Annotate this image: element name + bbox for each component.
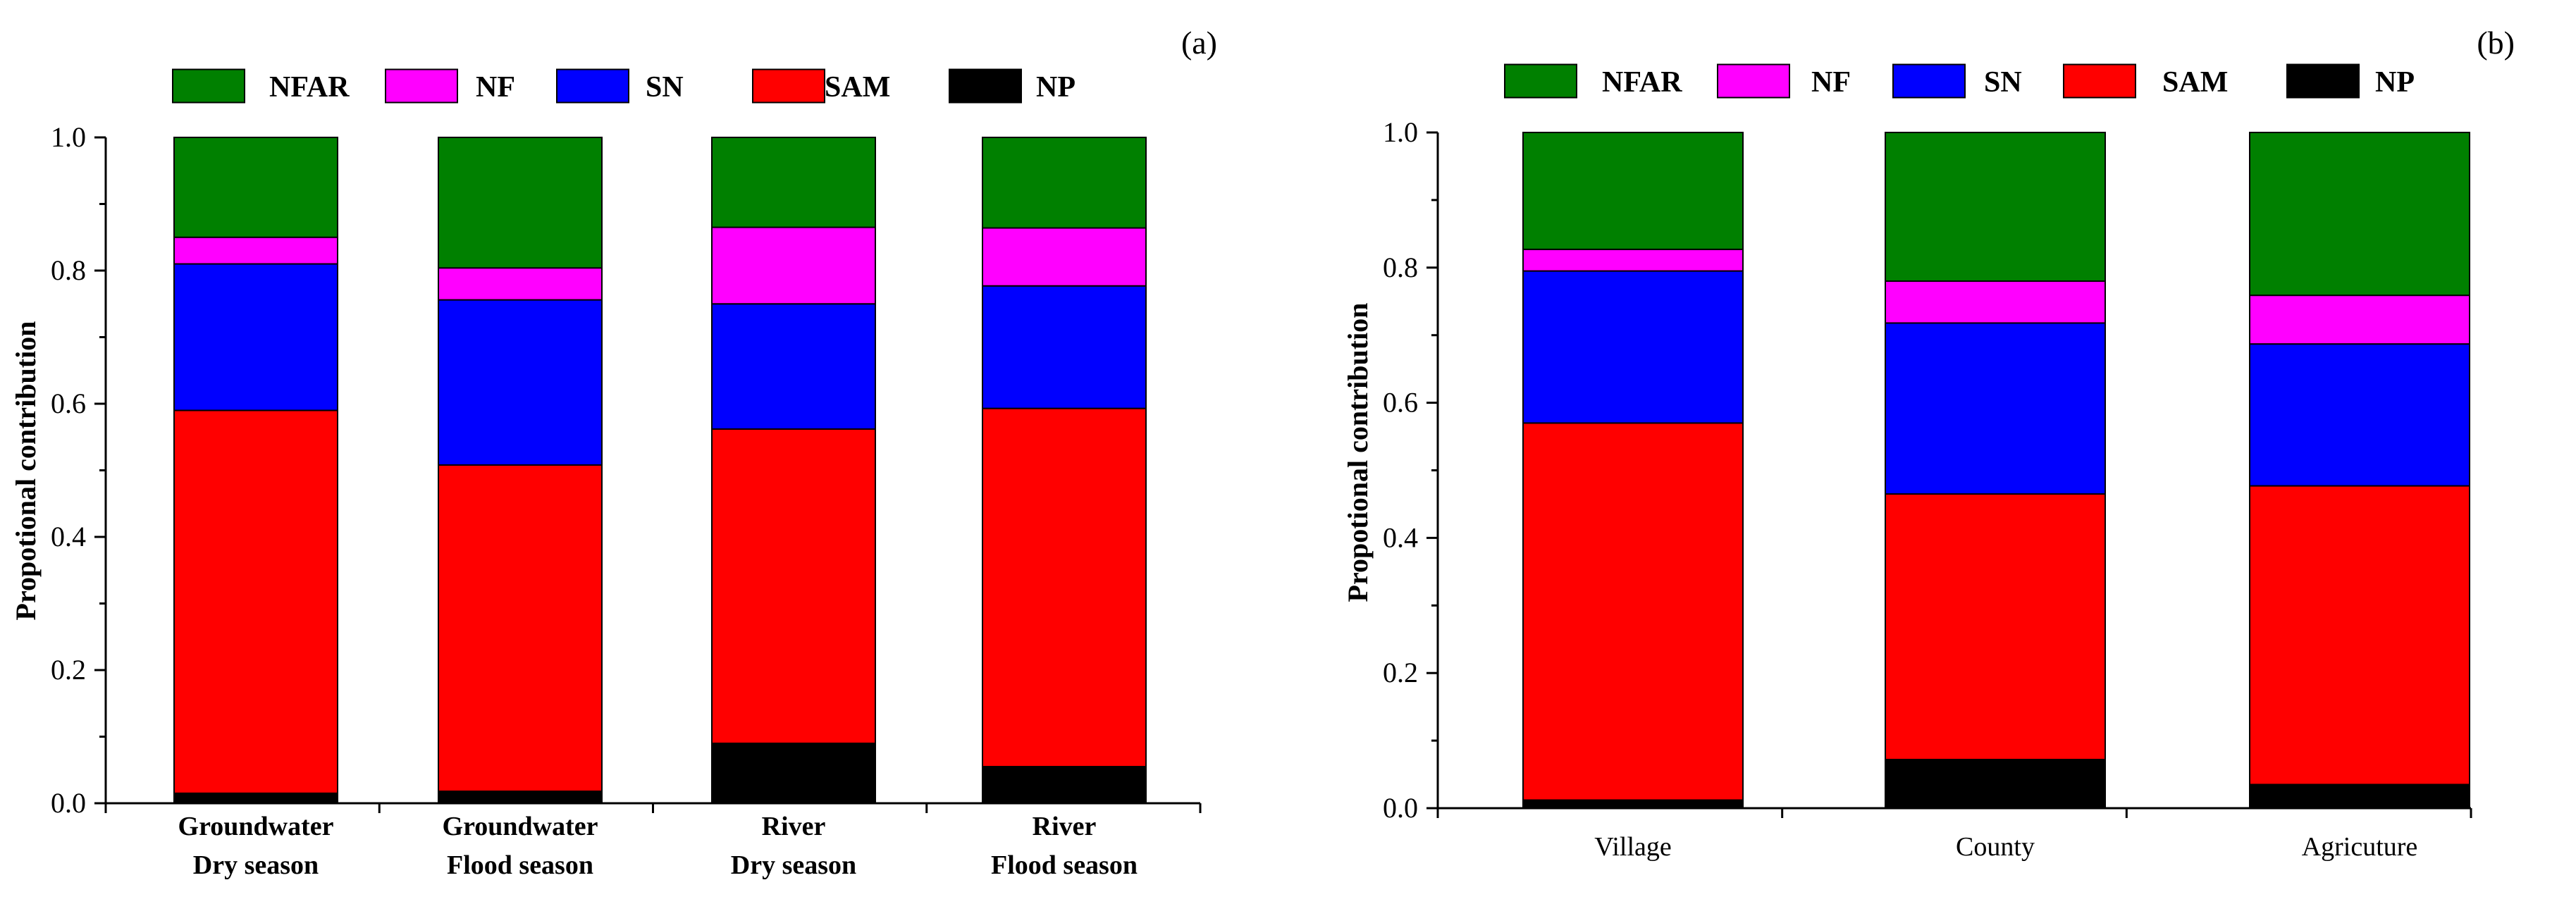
y-tick-label: 0.6 [51, 388, 86, 419]
bar-sn-3 [982, 285, 1147, 409]
bar-nf-0 [1522, 248, 1744, 272]
legend-swatch-nf [1717, 63, 1790, 99]
x-category-label: Groundwater [443, 812, 598, 841]
y-tick-label: 0.4 [51, 521, 86, 552]
y-tick-label: 1.0 [51, 121, 86, 153]
y-tick-label: 0.8 [1383, 252, 1418, 283]
legend-label-sam: SAM [2162, 66, 2228, 99]
legend-swatch-np [2286, 63, 2360, 99]
bar-nfar-0 [173, 137, 338, 238]
y-tick-label: 0.0 [51, 787, 86, 819]
x-category-label: Village [1594, 832, 1672, 862]
legend-label-nfar: NFAR [269, 71, 350, 104]
x-category-label: River [1033, 812, 1097, 841]
x-category-label: Groundwater [178, 812, 334, 841]
legend-swatch-np [949, 68, 1022, 104]
bar-sn-0 [173, 263, 338, 411]
legend-label-np: NP [2375, 66, 2415, 99]
bar-nfar-1 [438, 137, 603, 269]
y-tick-label: 1.0 [1383, 116, 1418, 148]
x-category-label: River [762, 812, 826, 841]
legend-swatch-sn [1892, 63, 1966, 99]
bar-sam-3 [982, 407, 1147, 768]
legend-label-nfar: NFAR [1602, 66, 1682, 99]
bar-nf-0 [173, 236, 338, 265]
bar-sam-1 [438, 464, 603, 792]
y-tick-label: 0.8 [51, 254, 86, 286]
y-tick-label: 0.4 [1383, 521, 1418, 553]
y-axis-title: Propotional contribution [10, 321, 42, 621]
bar-nfar-2 [711, 137, 876, 228]
panel-b: 0.0 0.2 0.4 0.6 0.8 1.0 Village County Agricutur… [1342, 25, 2515, 862]
x-category-label: Flood season [991, 850, 1138, 880]
bar-nfar-2 [2249, 132, 2470, 297]
bar-nfar-1 [1885, 132, 2106, 282]
bar-nfar-0 [1522, 132, 1744, 250]
y-tick-label: 0.6 [1383, 387, 1418, 419]
bar-np-0 [1522, 799, 1744, 809]
bar-nf-1 [1885, 280, 2106, 324]
bar-np-1 [438, 790, 603, 804]
bar-nf-2 [2249, 295, 2470, 345]
legend-swatch-nfar [172, 68, 245, 104]
legend-label-nf: NF [476, 71, 515, 104]
legend-swatch-nf [385, 68, 458, 104]
bar-sam-2 [711, 428, 876, 744]
bar-sam-2 [2249, 485, 2470, 786]
bar-sn-2 [711, 303, 876, 430]
bar-sn-0 [1522, 270, 1744, 424]
bar-np-2 [2249, 784, 2470, 810]
legend-swatch-sam [2063, 63, 2136, 99]
bar-np-3 [982, 766, 1147, 805]
legend-swatch-nfar [1504, 63, 1577, 99]
bar-sam-0 [1522, 422, 1744, 801]
x-category-label: County [1956, 832, 2035, 862]
legend-swatch-sn [556, 68, 629, 104]
bar-nf-2 [711, 226, 876, 305]
legend-label-np: NP [1036, 71, 1076, 104]
panel-label: (b) [2477, 25, 2515, 61]
y-axis-title: Propotional contribution [1342, 303, 1374, 602]
panel-label: (a) [1181, 25, 1217, 61]
bar-sn-1 [1885, 322, 2106, 495]
panel-a: 0.0 0.2 0.4 0.6 0.8 1.0 Groundwater Dry season G… [10, 25, 1217, 880]
bar-sam-0 [173, 409, 338, 794]
y-tick-label: 0.2 [1383, 657, 1418, 688]
x-category-label: Dry season [193, 850, 319, 880]
y-tick-label: 0.2 [51, 654, 86, 686]
x-category-label: Dry season [731, 850, 856, 880]
bar-sn-1 [438, 299, 603, 466]
legend-swatch-sam [752, 68, 825, 104]
y-tick-label: 0.0 [1383, 792, 1418, 824]
legend-label-sn: SN [646, 71, 684, 104]
x-category-label: Flood season [447, 850, 593, 880]
legend-label-sam: SAM [825, 71, 890, 104]
bar-np-1 [1885, 758, 2106, 810]
bar-sn-2 [2249, 343, 2470, 487]
bar-nfar-3 [982, 137, 1147, 229]
bar-nf-3 [982, 227, 1147, 287]
bar-sam-1 [1885, 493, 2106, 760]
bar-nf-1 [438, 267, 603, 301]
legend-label-nf: NF [1811, 66, 1851, 99]
x-category-label: Agricuture [2302, 832, 2418, 862]
bar-np-0 [173, 792, 338, 804]
bar-np-2 [711, 742, 876, 804]
legend-label-sn: SN [1984, 66, 2022, 99]
